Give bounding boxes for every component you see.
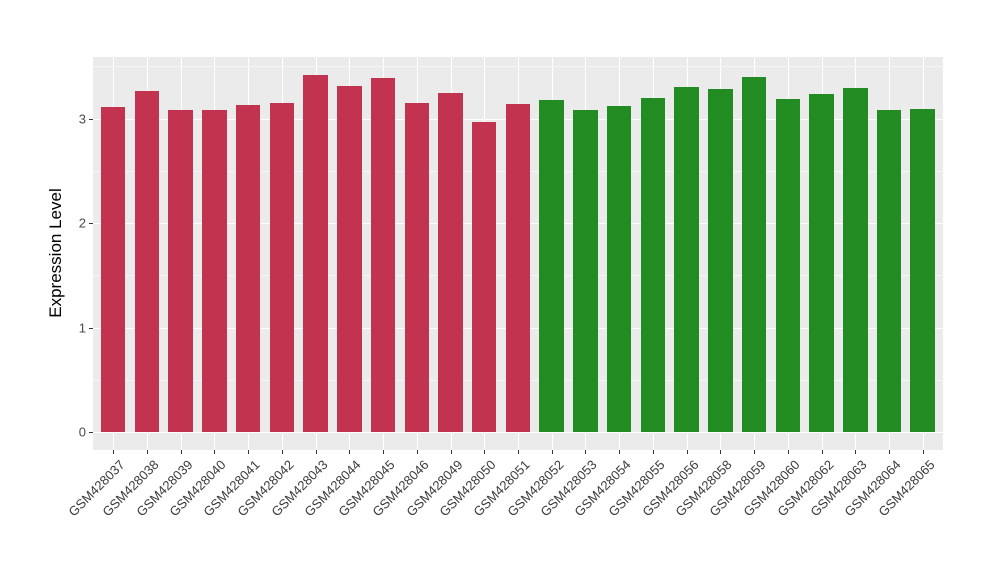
x-tick-mark-GSM428049 — [450, 450, 452, 454]
x-tick-mark-GSM428064 — [888, 450, 890, 454]
x-tick-mark-GSM428063 — [855, 450, 857, 454]
x-tick-mark-GSM428038 — [146, 450, 148, 454]
x-tick-mark-GSM428052 — [551, 450, 553, 454]
x-tick-mark-GSM428039 — [180, 450, 182, 454]
plot-panel — [93, 57, 943, 450]
bar-GSM428056 — [674, 87, 699, 432]
x-tick-mark-GSM428050 — [484, 450, 486, 454]
bar-GSM428050 — [471, 121, 497, 432]
bar-GSM428065 — [910, 109, 935, 432]
y-tick-mark-2 — [89, 223, 93, 224]
bar-GSM428049 — [438, 93, 463, 432]
bar-GSM428051 — [505, 103, 531, 432]
bar-GSM428041 — [235, 104, 261, 432]
bar-GSM428042 — [269, 102, 295, 432]
bar-GSM428046 — [404, 102, 430, 432]
bar-GSM428039 — [168, 110, 193, 432]
y-tick-mark-3 — [89, 118, 93, 120]
bar-GSM428058 — [708, 89, 733, 432]
y-tick-label-2: 2 — [78, 215, 86, 231]
bar-GSM428064 — [876, 110, 902, 432]
bar-GSM428045 — [370, 77, 396, 432]
x-tick-mark-GSM428065 — [922, 450, 924, 454]
bar-GSM428062 — [809, 94, 834, 432]
bar-GSM428063 — [843, 88, 868, 432]
y-tick-mark-0 — [89, 432, 93, 433]
y-tick-label-0: 0 — [78, 424, 86, 440]
bar-GSM428060 — [775, 98, 801, 432]
bar-GSM428054 — [606, 105, 632, 432]
x-tick-mark-GSM428058 — [720, 450, 722, 454]
x-tick-mark-GSM428062 — [821, 450, 823, 454]
bar-GSM428043 — [303, 74, 328, 432]
x-tick-mark-GSM428060 — [787, 450, 789, 454]
bar-GSM428055 — [640, 97, 666, 432]
x-tick-mark-GSM428042 — [281, 450, 283, 454]
x-tick-mark-GSM428040 — [214, 450, 216, 454]
bar-GSM428040 — [202, 110, 227, 432]
bar-GSM428059 — [741, 76, 767, 432]
x-tick-mark-GSM428046 — [416, 450, 418, 454]
x-tick-mark-GSM428044 — [349, 450, 351, 454]
bar-GSM428037 — [100, 107, 126, 432]
x-tick-mark-GSM428059 — [754, 450, 756, 454]
y-tick-mark-1 — [89, 327, 93, 329]
x-tick-mark-GSM428053 — [585, 450, 587, 454]
x-tick-mark-GSM428043 — [315, 450, 317, 454]
x-tick-mark-GSM428051 — [517, 450, 519, 454]
y-tick-label-1: 1 — [78, 320, 86, 335]
y-tick-label-3: 3 — [78, 111, 86, 126]
x-tick-mark-GSM428056 — [686, 450, 688, 454]
x-tick-mark-GSM428041 — [248, 450, 250, 454]
bar-GSM428038 — [134, 91, 160, 432]
x-tick-mark-GSM428054 — [619, 450, 621, 454]
bar-GSM428044 — [337, 86, 362, 432]
bar-GSM428052 — [539, 99, 564, 432]
x-tick-mark-GSM428037 — [113, 450, 115, 454]
y-axis-title-text: Expression Level — [46, 188, 65, 318]
x-tick-mark-GSM428055 — [652, 450, 654, 454]
bar-GSM428053 — [573, 110, 598, 432]
x-tick-mark-GSM428045 — [383, 450, 385, 454]
